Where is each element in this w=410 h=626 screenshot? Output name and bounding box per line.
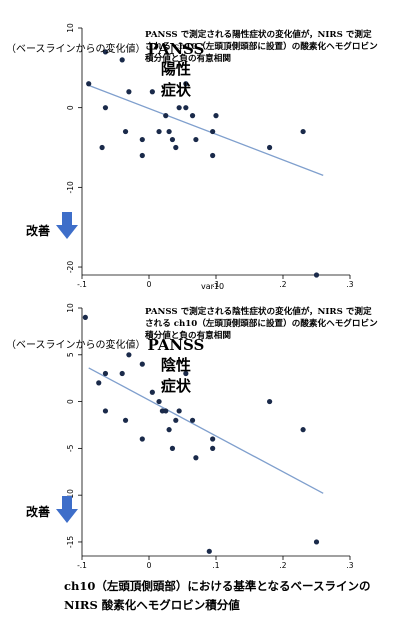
data-point: [119, 57, 125, 63]
data-point: [267, 398, 273, 405]
chart-panel-positive: 10 0 -10 -20 -.1 0 .1 .2 .3 PANSS で測定される陽性症状の変化値…: [0, 0, 410, 295]
x-tick-label: .2: [279, 561, 286, 570]
y-axis-label: PANSS 陽性症状: [148, 40, 205, 100]
data-point: [156, 128, 162, 135]
improve-label: 改善: [26, 505, 51, 519]
data-point: [119, 370, 125, 377]
scatter-plot-negative: 10 5 0 -5 -10 -15 -.1 0 .1 .2 .3: [66, 303, 354, 570]
data-point: [139, 152, 145, 159]
chart-annotation: PANSS で測定される陰性症状の変化値が，NIRS で測定される ch10（左…: [145, 307, 378, 341]
x-tick-label: .1: [212, 280, 219, 289]
y-axis-label-group: PANSS 陰性症状 （ベースラインからの変化値）: [6, 336, 204, 396]
data-point: [82, 314, 88, 320]
data-point: [173, 144, 179, 151]
data-point: [163, 408, 169, 414]
y-tick-label: 0: [66, 105, 75, 110]
data-point: [210, 445, 216, 451]
y-axis-sublabel: （ベースラインからの変化値）: [6, 340, 146, 351]
data-point: [139, 361, 145, 367]
data-point: [313, 272, 320, 278]
data-point: [126, 89, 132, 95]
down-arrow-icon: [56, 212, 78, 239]
data-point: [183, 105, 189, 111]
data-point: [300, 128, 306, 135]
x-tick-label: -.1: [77, 561, 87, 570]
data-point: [102, 370, 109, 377]
y-axis-label: PANSS 陰性症状: [148, 336, 205, 396]
data-point: [169, 445, 176, 451]
data-point: [210, 128, 216, 135]
x-tick-label: .3: [346, 561, 353, 570]
y-tick-label: -20: [66, 261, 75, 273]
x-tick-label: 0: [147, 561, 152, 570]
scatter-plot-positive: 10 0 -10 -20-.1 0 .1 .2 .3: [66, 23, 354, 289]
data-point: [189, 417, 196, 423]
data-point: [267, 144, 273, 151]
x-tick-label: .3: [346, 280, 353, 289]
data-point: [149, 89, 155, 95]
improve-label: 改善: [26, 224, 51, 238]
data-point: [176, 105, 182, 111]
data-point: [99, 144, 105, 151]
data-point: [122, 128, 129, 135]
data-point: [86, 81, 92, 87]
y-tick-label: 5: [66, 352, 75, 357]
y-tick-label: -5: [66, 444, 75, 452]
x-tick-label: .1: [212, 561, 219, 570]
data-point: [183, 370, 189, 377]
data-point: [166, 427, 172, 433]
down-arrow-icon: [56, 496, 78, 523]
fit-line: [88, 367, 324, 494]
data-point: [166, 128, 172, 135]
data-point: [96, 380, 102, 386]
data-point: [210, 152, 216, 159]
y-axis-label-accent: 陽性: [160, 60, 191, 78]
y-tick-label: 0: [66, 399, 75, 404]
chart-annotation: PANSS で測定される陽性症状の変化値が，NIRS で測定される ch10（左…: [145, 30, 378, 64]
y-tick-label: -10: [66, 181, 75, 193]
data-point: [213, 113, 219, 119]
data-point: [173, 417, 179, 423]
x-axis-description: ch10（左頭頂側頭部）における基準となるベースラインの NIRS 酸素化ヘモグ…: [64, 579, 371, 612]
data-point: [156, 398, 162, 405]
data-point: [102, 105, 109, 111]
data-point: [189, 113, 196, 119]
data-point: [193, 136, 199, 143]
data-point: [122, 417, 129, 423]
data-point: [206, 548, 212, 554]
data-point: [210, 436, 216, 442]
y-tick-label: 10: [66, 23, 75, 33]
fit-line: [88, 84, 324, 177]
y-axis-sublabel: （ベースラインからの変化値）: [6, 44, 146, 55]
data-point: [163, 113, 169, 119]
y-tick-label: 10: [66, 303, 75, 313]
y-tick-label: -15: [66, 536, 75, 548]
x-axis-label: var10: [201, 282, 225, 291]
y-axis-label-group: PANSS 陽性症状 （ベースラインからの変化値）: [6, 40, 204, 100]
data-point: [102, 408, 109, 414]
data-point: [139, 436, 145, 442]
y-axis-label-part: PANSS: [147, 336, 205, 354]
data-point: [300, 427, 306, 433]
y-axis-label-accent: 陰性: [160, 356, 191, 374]
x-tick-label: 0: [147, 280, 152, 289]
y-axis-label-part: 症状: [160, 377, 191, 395]
data-point: [313, 539, 320, 545]
data-point: [139, 136, 145, 143]
data-point: [126, 352, 132, 358]
x-tick-label: -.1: [77, 280, 87, 289]
y-axis-label-part: PANSS: [147, 40, 205, 58]
data-point: [102, 49, 109, 55]
x-tick-label: .2: [279, 280, 286, 289]
data-point: [183, 81, 189, 87]
data-point: [149, 389, 155, 395]
chart-panel-negative: 10 5 0 -5 -10 -15 -.1 0 .1 .2 .3 PANSS で測定される陰性症状の…: [0, 296, 410, 581]
y-axis-label-part: 症状: [160, 81, 191, 99]
y-tick-label: -10: [66, 489, 75, 501]
data-point: [176, 408, 182, 414]
data-point: [169, 136, 176, 143]
data-point: [193, 455, 199, 461]
